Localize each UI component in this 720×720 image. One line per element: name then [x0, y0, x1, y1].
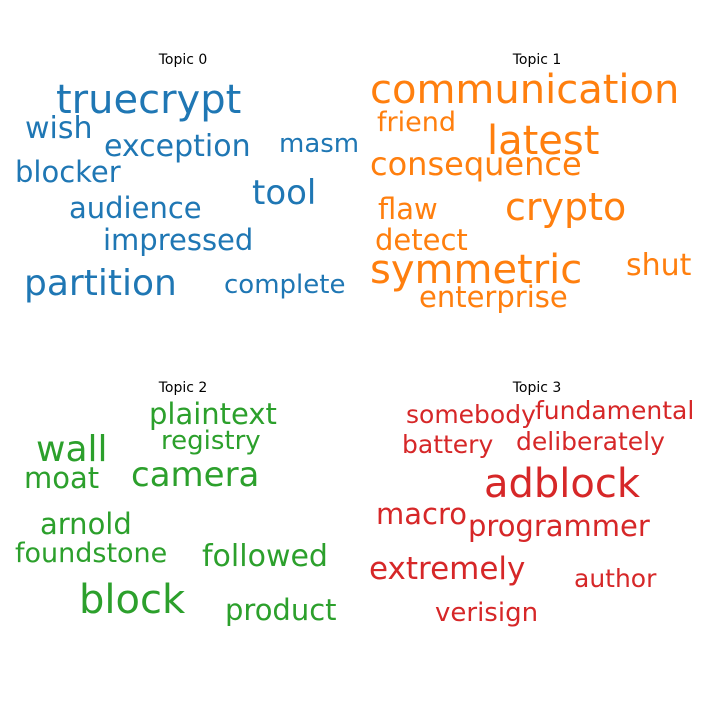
- topic-0-word: impressed: [103, 223, 254, 257]
- topic-0-word: partition: [24, 263, 177, 304]
- topic-2-word: arnold: [40, 507, 132, 541]
- topic-2-word: moat: [24, 461, 100, 495]
- topic-1-word: symmetric: [370, 247, 583, 293]
- topic-3-word: adblock: [484, 461, 641, 507]
- topic-0-panel: Topic 0 truecrypt wish exception masm bl…: [0, 0, 360, 360]
- topic-3-word: deliberately: [516, 427, 665, 456]
- topic-2-word: foundstone: [15, 538, 168, 569]
- topic-1-word: shut: [626, 248, 692, 283]
- topic-2-word: wall: [36, 429, 108, 470]
- topic-3-word: somebody: [406, 400, 536, 429]
- topic-0-word: blocker: [15, 155, 121, 189]
- topic-2-word: camera: [131, 455, 260, 495]
- topic-2-word: block: [79, 577, 186, 623]
- topic-3-word: programmer: [468, 509, 650, 543]
- topic-0-word: complete: [224, 270, 346, 300]
- topic-3-panel: Topic 3 somebody fundamental battery del…: [360, 360, 720, 720]
- topic-1-word: crypto: [505, 185, 627, 229]
- topic-3-word: extremely: [369, 551, 526, 587]
- topic-1-word: enterprise: [419, 280, 568, 314]
- topic-0-word: masm: [279, 129, 360, 159]
- topic-0-word: tool: [252, 173, 317, 213]
- topic-3-word: verisign: [435, 598, 539, 628]
- topic-3-word: macro: [376, 497, 467, 531]
- topic-3-word: author: [574, 564, 657, 593]
- topic-2-title: Topic 2: [158, 380, 208, 396]
- topic-1-word: consequence: [370, 145, 582, 183]
- topic-2-word: followed: [202, 539, 328, 574]
- topic-1-word: communication: [370, 67, 680, 113]
- topic-2-word: registry: [161, 426, 261, 456]
- topic-1-word: latest: [487, 118, 600, 164]
- topic-2-panel: Topic 2 plaintext registry wall moat cam…: [0, 360, 360, 720]
- topic-0-title: Topic 0: [158, 52, 208, 68]
- topic-3-word: fundamental: [535, 396, 695, 425]
- topic-1-word: friend: [377, 107, 456, 138]
- topic-0-word: audience: [69, 191, 202, 225]
- topic-1-title: Topic 1: [512, 52, 562, 68]
- topic-1-panel: Topic 1 communication friend latest cons…: [360, 0, 720, 360]
- topic-0-word: exception: [104, 129, 251, 164]
- topic-3-title: Topic 3: [512, 380, 562, 396]
- topic-2-word: product: [225, 593, 337, 627]
- topic-0-word: wish: [25, 111, 93, 146]
- topic-2-word: plaintext: [149, 397, 277, 431]
- topic-3-word: battery: [402, 430, 494, 459]
- topic-0-word: truecrypt: [56, 77, 242, 123]
- topic-1-word: flaw: [378, 192, 438, 226]
- topic-1-word: detect: [375, 223, 468, 257]
